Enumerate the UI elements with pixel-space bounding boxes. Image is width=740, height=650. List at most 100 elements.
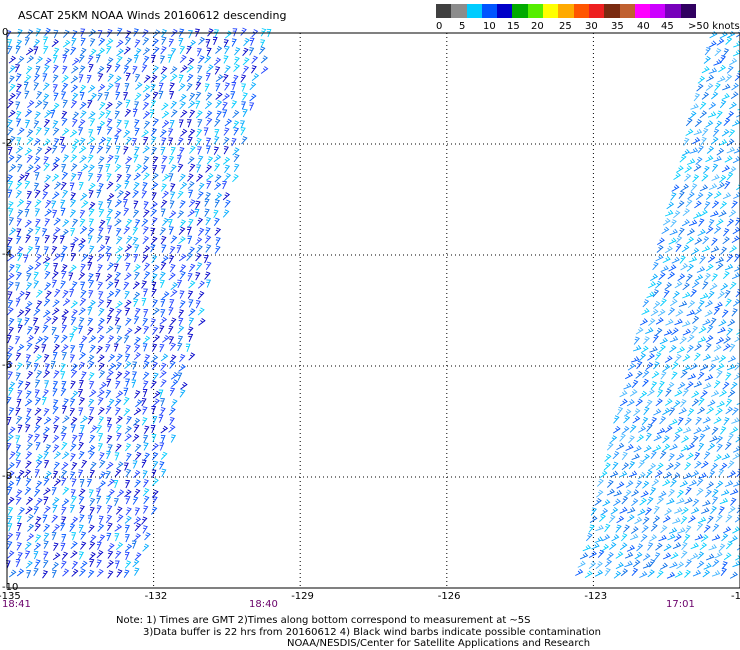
wind-barb (87, 154, 94, 163)
wind-barb (623, 408, 632, 417)
scale-swatch (604, 4, 620, 18)
wind-barb (188, 263, 196, 272)
wind-barb (132, 460, 138, 469)
wind-barb (34, 469, 40, 478)
wind-barb (715, 407, 723, 416)
wind-barb (683, 533, 691, 543)
wind-barb (222, 209, 230, 218)
wind-barb (133, 200, 139, 209)
wind-barb (7, 523, 13, 532)
wind-barb (669, 561, 678, 569)
wind-barb (667, 533, 676, 541)
wind-barb (8, 65, 16, 74)
wind-barb (187, 226, 192, 235)
wind-barb (701, 245, 711, 253)
scale-label: 25 (559, 21, 572, 32)
wind-barb (727, 319, 736, 327)
wind-barb (650, 416, 658, 426)
wind-barb (717, 326, 726, 334)
wind-barb (34, 261, 42, 270)
wind-barb (98, 37, 106, 46)
wind-barb (52, 127, 60, 136)
wind-barb (624, 551, 634, 559)
wind-barb (705, 191, 713, 200)
wind-barb (69, 288, 75, 298)
wind-barb (214, 192, 223, 201)
wind-barb (97, 30, 103, 39)
wind-barb (685, 117, 693, 127)
wind-barb (143, 360, 150, 370)
wind-barb (679, 154, 687, 163)
wind-barb (61, 441, 68, 451)
wind-barb (69, 182, 75, 191)
wind-barb (718, 543, 726, 552)
wind-barb (79, 343, 84, 353)
wind-barb (242, 92, 248, 101)
wind-barb (7, 154, 15, 163)
wind-barb (195, 100, 201, 109)
wind-barb (649, 346, 658, 353)
wind-barb (16, 246, 24, 255)
wind-barb (732, 298, 740, 307)
wind-barb (697, 371, 705, 380)
wind-barb (125, 173, 132, 183)
wind-barb (169, 245, 176, 255)
wind-barb (726, 327, 733, 336)
wind-barb (44, 27, 51, 37)
wind-barb (79, 209, 86, 219)
wind-barb (726, 363, 736, 371)
wind-barb (609, 470, 619, 478)
wind-barb (125, 533, 130, 543)
wind-barb (150, 236, 158, 245)
wind-barb (198, 55, 205, 64)
wind-barb (620, 533, 628, 542)
wind-barb (736, 400, 740, 406)
wind-barb (69, 209, 77, 218)
wind-barb (116, 569, 123, 578)
wind-barb (722, 236, 730, 245)
wind-barb (691, 247, 700, 255)
wind-barb (664, 508, 673, 516)
wind-barb (597, 549, 605, 558)
wind-barb (142, 111, 151, 119)
wind-barb (608, 514, 616, 524)
wind-barb (88, 63, 94, 73)
wind-barb (98, 244, 106, 253)
wind-barb (61, 171, 69, 180)
wind-barb (680, 444, 689, 452)
wind-barb (205, 92, 213, 101)
wind-barb (160, 379, 167, 388)
wind-barb (124, 433, 132, 442)
wind-barb (134, 522, 142, 532)
wind-barb (98, 101, 106, 111)
wind-barb (204, 191, 212, 201)
wind-barb (79, 155, 87, 163)
wind-barb (61, 270, 67, 279)
wind-barb (15, 181, 23, 190)
wind-barb (52, 497, 60, 505)
wind-barb (179, 54, 187, 63)
wind-barb (702, 416, 711, 424)
wind-barb (15, 298, 21, 307)
wind-barb (17, 56, 25, 65)
wind-barb (159, 325, 165, 334)
wind-barb (698, 472, 707, 479)
wind-barb (179, 147, 185, 156)
wind-barb (142, 371, 150, 380)
wind-barb (151, 181, 159, 190)
wind-barb (132, 65, 138, 75)
wind-barb (178, 309, 185, 318)
wind-barb (731, 200, 738, 209)
wind-barb (79, 551, 84, 560)
wind-barb (61, 110, 68, 119)
wind-barb (42, 183, 50, 192)
wind-barb (123, 91, 129, 101)
wind-barb (699, 542, 708, 551)
wind-barb (52, 120, 59, 129)
wind-barb (668, 264, 677, 272)
wind-barb (78, 495, 85, 505)
wind-barb (734, 264, 740, 272)
wind-barb (249, 93, 257, 102)
wind-barb (727, 470, 736, 478)
wind-barb (645, 399, 653, 408)
